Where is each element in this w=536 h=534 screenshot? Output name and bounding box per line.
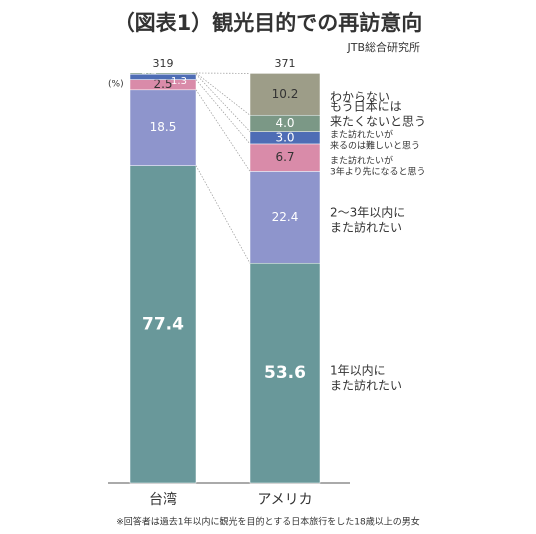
value-label: 0.3 bbox=[141, 67, 157, 78]
legend-label: もう日本には来たくないと思う bbox=[330, 99, 426, 128]
legend-label: また訪れたいが来るのは難しいと思う bbox=[330, 128, 420, 151]
bar-segment bbox=[249, 262, 321, 484]
value-label: 6.7 bbox=[275, 150, 294, 164]
legend-label: また訪れたいが 3年より先になると思う bbox=[330, 154, 426, 177]
bar-segment bbox=[129, 89, 197, 166]
connector bbox=[195, 79, 251, 145]
value-label: 3.0 bbox=[275, 130, 294, 144]
connector bbox=[195, 165, 251, 264]
x-tick-label: 台湾 bbox=[149, 491, 177, 508]
value-label: 1.3 bbox=[171, 76, 187, 87]
chart-title: （図表1）観光目的での再訪意向 bbox=[114, 11, 423, 35]
value-label: 53.6 bbox=[264, 363, 306, 383]
footnote: ※回答者は過去1年以内に観光を目的とする日本旅行をした18歳以上の男女 bbox=[116, 516, 419, 528]
connector bbox=[195, 72, 251, 116]
connector bbox=[195, 89, 251, 172]
source: JTB総合研究所 bbox=[346, 40, 420, 54]
legend-label: わからない bbox=[330, 90, 390, 104]
unit-label: (%) bbox=[108, 80, 124, 90]
value-label: 10.2 bbox=[272, 87, 299, 101]
total-label: 319 bbox=[153, 57, 174, 70]
bar-segment bbox=[249, 73, 321, 116]
value-label: 2.5 bbox=[153, 77, 172, 91]
x-tick-label: アメリカ bbox=[257, 492, 312, 508]
value-label: 77.4 bbox=[142, 314, 184, 334]
value-label: 4.0 bbox=[275, 116, 294, 130]
total-label: 371 bbox=[275, 57, 296, 70]
legend-label: 2～3年以内にまた訪れたい bbox=[330, 205, 405, 234]
bar-segment bbox=[129, 72, 197, 75]
value-label: 22.4 bbox=[272, 210, 299, 224]
connector bbox=[195, 73, 251, 132]
legend-label: 1年以内にまた訪れたい bbox=[330, 363, 402, 392]
value-label: 18.5 bbox=[150, 120, 177, 134]
bar-segment bbox=[129, 165, 197, 484]
